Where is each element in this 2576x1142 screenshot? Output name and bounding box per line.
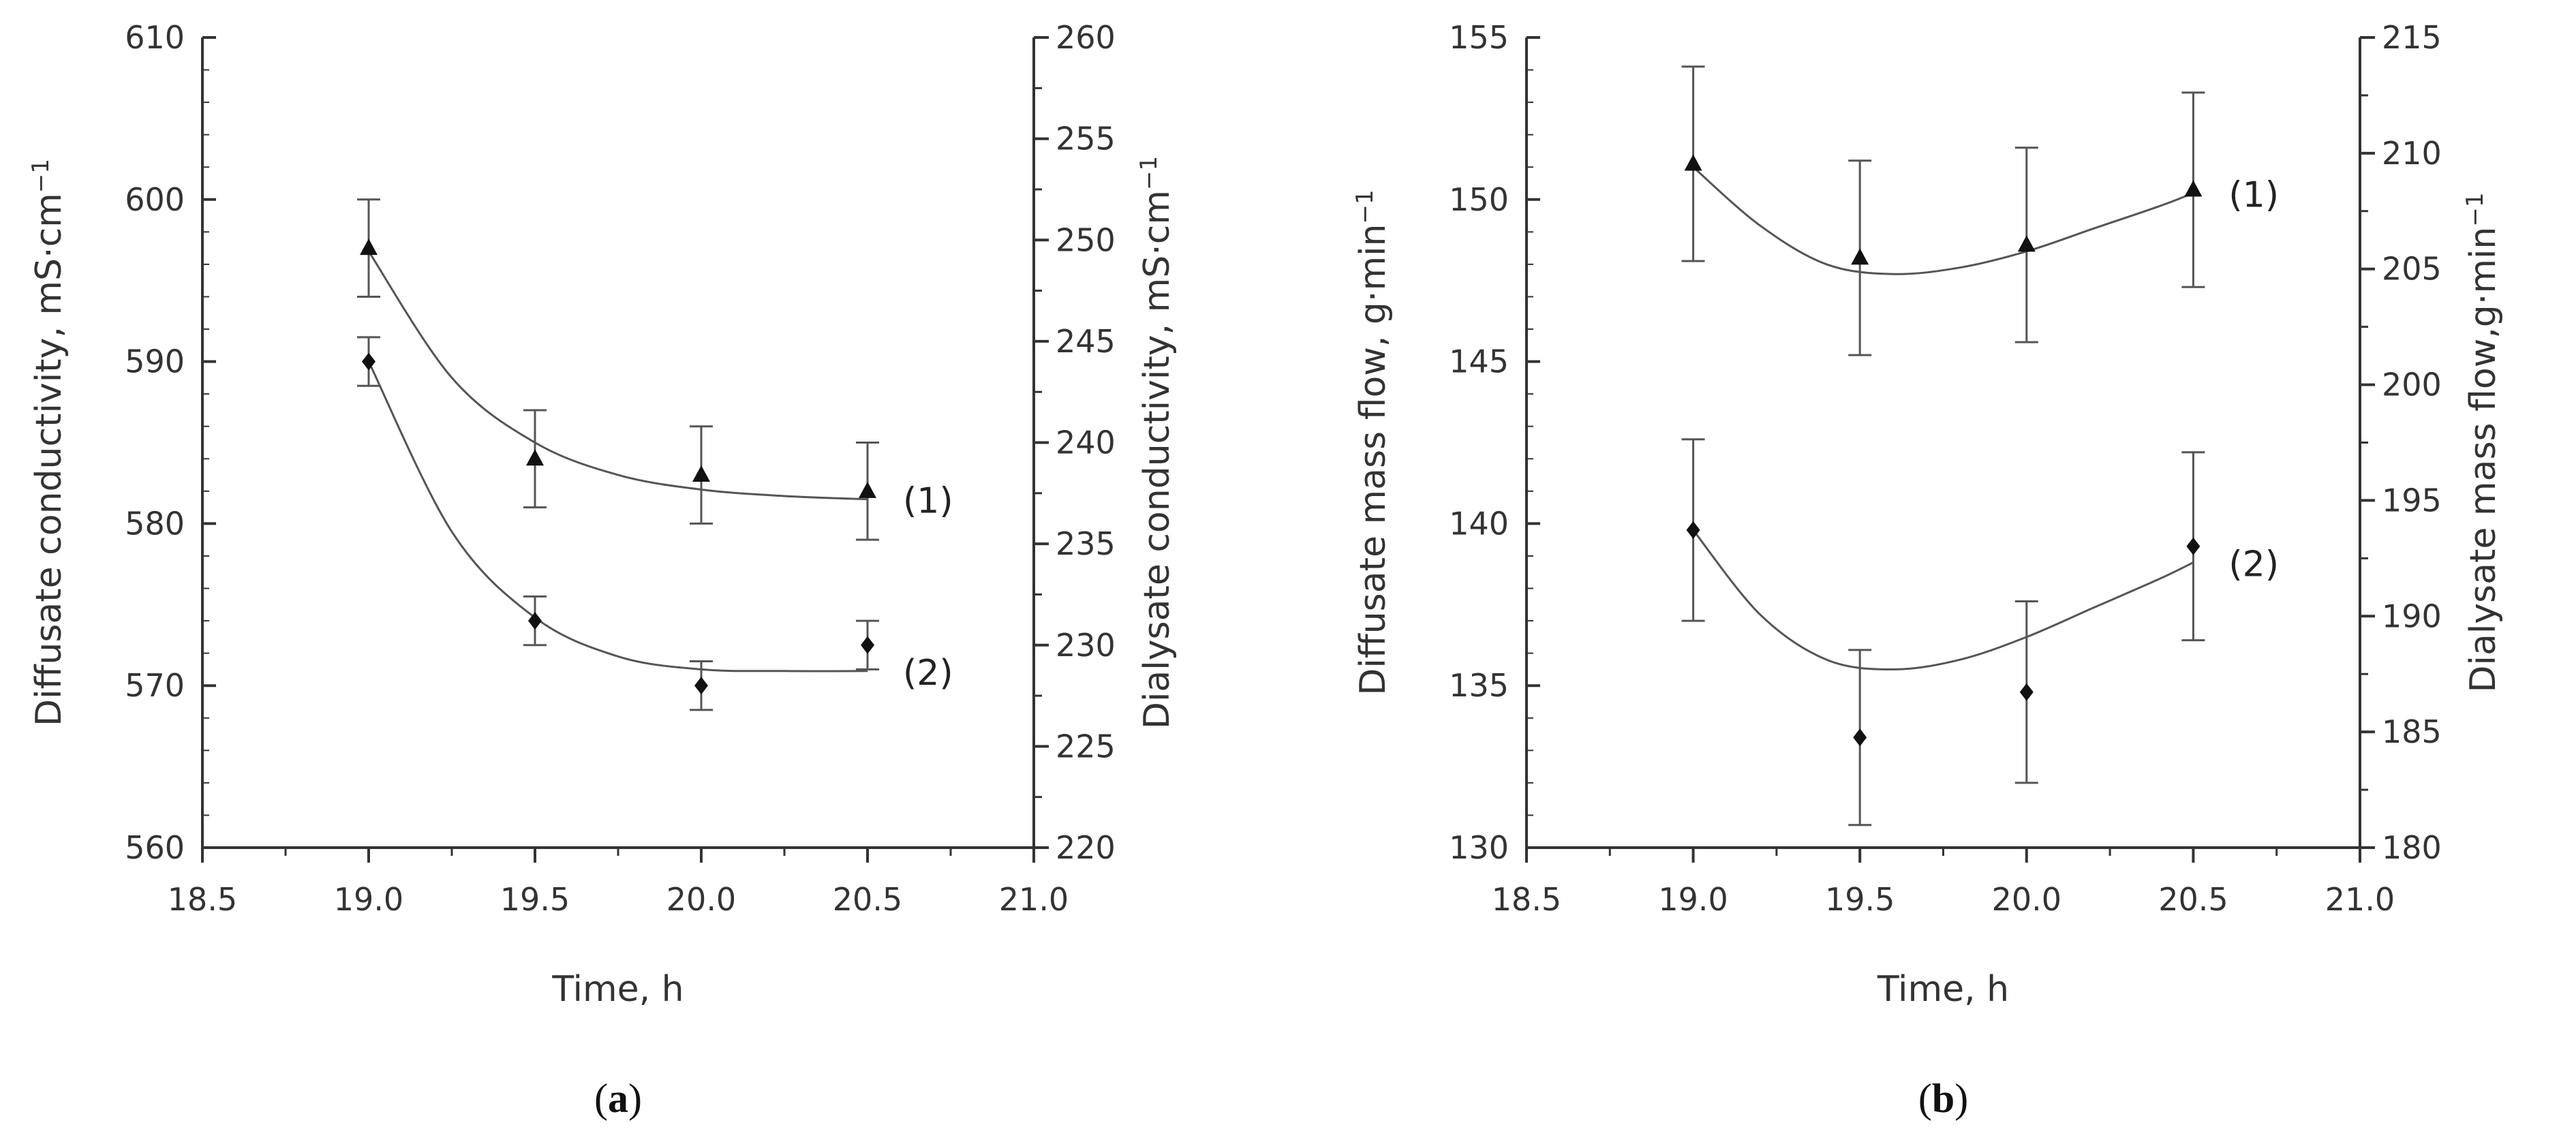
series-2-label: (2) [2228, 544, 2279, 585]
y-left-tick-label: 600 [125, 181, 185, 218]
y-left-tick-label: 610 [125, 19, 185, 56]
y-left-tick-label: 155 [1449, 19, 1509, 56]
x-axis-title: Time, h [1877, 969, 2009, 1010]
data-point-diamond [694, 677, 708, 695]
data-point-diamond [1853, 728, 1867, 747]
data-point-diamond [2186, 537, 2201, 555]
y-right-tick-label: 250 [1056, 221, 1116, 258]
series-1-label: (1) [2228, 174, 2279, 215]
x-tick-label: 21.0 [999, 881, 1069, 918]
panel-label-letter: a [608, 1076, 628, 1121]
x-tick-label: 19.5 [1825, 881, 1895, 918]
series-1-fit-line [367, 251, 868, 501]
data-point-triangle [859, 481, 876, 498]
x-tick-label: 20.5 [2158, 881, 2228, 918]
x-tick-label: 21.0 [2325, 881, 2395, 918]
series-2-fit-line [1692, 529, 2194, 670]
y-left-axis-title-superscript: −1 [27, 159, 55, 193]
y-left-axis-title-text: Diffusate conductivity, mS·cm [29, 193, 70, 726]
y-left-tick-label: 145 [1449, 343, 1509, 380]
panel-label: (a) [594, 1076, 642, 1121]
y-right-tick-label: 190 [2382, 598, 2442, 634]
y-right-tick-label: 215 [2382, 19, 2442, 56]
y-right-tick-label: 200 [2382, 367, 2442, 403]
series-2-label: (2) [903, 653, 953, 694]
y-left-tick-label: 130 [1449, 829, 1509, 866]
x-tick-label: 20.5 [833, 881, 902, 918]
data-point-diamond [1686, 521, 1700, 539]
y-right-tick-label: 230 [1056, 627, 1116, 664]
x-tick-label: 20.0 [1992, 881, 2061, 918]
y-right-axis-title: Dialysate mass flow,g·min−1 [2462, 192, 2504, 692]
x-tick-label: 19.5 [500, 881, 570, 918]
y-right-axis-title-text: Dialysate conductivity, mS·cm [1137, 190, 1178, 729]
y-right-tick-label: 205 [2382, 251, 2442, 288]
panel-label-close-paren: ) [1954, 1076, 1968, 1121]
data-point-triangle [2017, 235, 2036, 252]
y-right-tick-label: 220 [1056, 829, 1116, 866]
y-left-tick-label: 135 [1449, 667, 1509, 704]
y-right-tick-label: 210 [2382, 135, 2442, 172]
y-right-tick-label: 245 [1056, 323, 1116, 360]
y-right-axis-title-text: Dialysate mass flow,g·min [2463, 227, 2504, 693]
y-right-tick-label: 225 [1056, 728, 1116, 765]
data-point-triangle [1851, 248, 1869, 265]
y-right-tick-label: 255 [1056, 121, 1116, 157]
panel-label-open-paren: ( [594, 1076, 608, 1121]
x-tick-label: 19.0 [334, 881, 403, 918]
x-tick-label: 18.5 [168, 881, 237, 918]
y-left-tick-label: 140 [1449, 505, 1509, 542]
chart-panel-a: 18.5 19.0 19.5 20.0 20.5 21.0 560 570 580 590 600 6… [27, 19, 1178, 1121]
y-left-axis-title-superscript: −1 [1351, 189, 1379, 223]
y-right-tick-label: 235 [1056, 525, 1116, 562]
x-axis-title: Time, h [551, 969, 684, 1010]
panel-label: (b) [1918, 1076, 1968, 1121]
y-right-tick-label: 260 [1056, 19, 1116, 56]
y-right-tick-label: 195 [2382, 482, 2442, 519]
chart-panel-b: 18.5 19.0 19.5 20.0 20.5 21.0 130 135 140 145 150 1… [1351, 19, 2504, 1121]
data-point-diamond [2019, 683, 2034, 701]
series-2-fit-line [367, 360, 868, 673]
panel-label-open-paren: ( [1918, 1076, 1932, 1121]
panel-label-letter: b [1932, 1076, 1954, 1121]
y-left-tick-label: 570 [125, 667, 185, 704]
y-right-tick-label: 240 [1056, 425, 1116, 461]
data-point-triangle [526, 449, 544, 466]
y-right-axis-title: Dialysate conductivity, mS·cm−1 [1135, 156, 1178, 729]
y-left-axis-title: Diffusate conductivity, mS·cm−1 [27, 159, 70, 726]
data-point-triangle [1684, 154, 1702, 171]
x-tick-label: 19.0 [1658, 881, 1728, 918]
y-right-axis-title-superscript: −1 [1135, 156, 1163, 190]
y-left-axis-title-text: Diffusate mass flow, g·min [1353, 224, 1394, 696]
y-right-axis-title-superscript: −1 [2462, 192, 2489, 226]
y-left-tick-label: 580 [125, 505, 185, 542]
x-tick-label: 20.0 [666, 881, 736, 918]
series-1-fit-line [1692, 166, 2194, 275]
x-tick-label: 18.5 [1492, 881, 1561, 918]
data-point-triangle [360, 238, 378, 256]
data-point-diamond [362, 352, 375, 371]
data-point-diamond [528, 612, 542, 630]
data-point-diamond [861, 636, 874, 654]
data-point-triangle [692, 465, 710, 482]
data-point-triangle [2184, 180, 2203, 197]
y-left-tick-label: 560 [125, 829, 185, 866]
y-left-tick-label: 150 [1449, 181, 1509, 218]
y-right-tick-label: 185 [2382, 713, 2442, 750]
y-right-tick-label: 180 [2382, 829, 2442, 866]
series-1-label: (1) [903, 481, 953, 522]
y-left-tick-label: 590 [125, 343, 185, 380]
panel-label-close-paren: ) [628, 1076, 642, 1121]
y-left-axis-title: Diffusate mass flow, g·min−1 [1351, 189, 1394, 695]
